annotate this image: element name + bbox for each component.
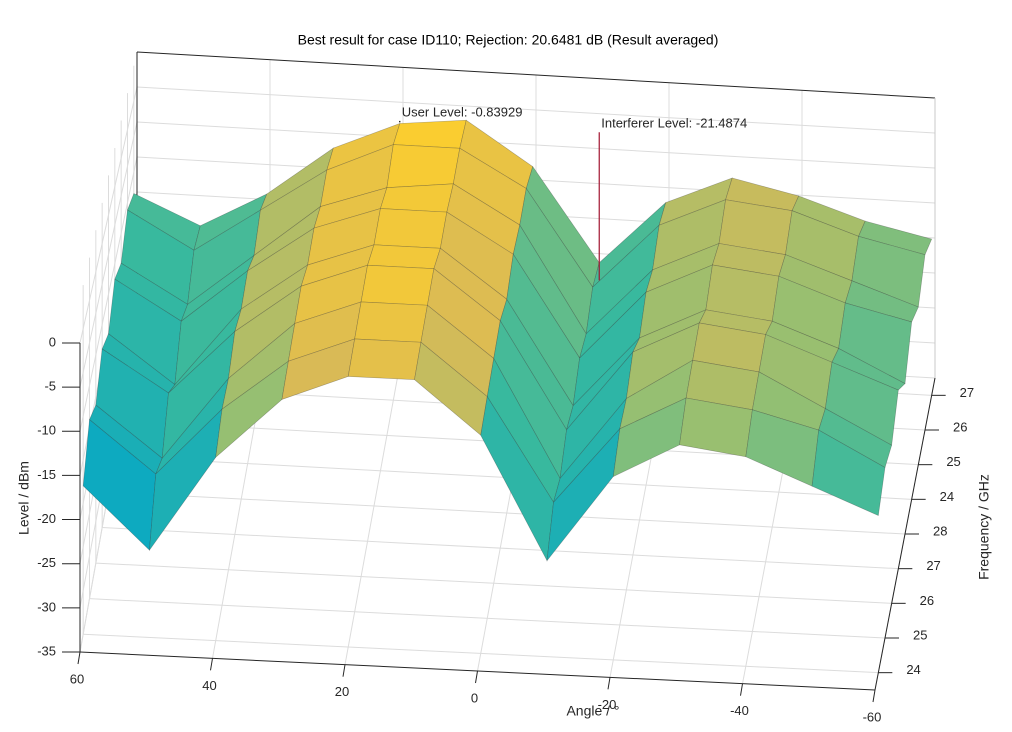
- z-tick-label: -10: [37, 423, 56, 438]
- surface-patch: [354, 301, 428, 343]
- x-tick-label: 0: [471, 690, 478, 705]
- surface-patch: [386, 144, 461, 189]
- z-tick-label: -35: [37, 643, 56, 658]
- x-tick-label: -40: [730, 703, 749, 718]
- x-tick-label: -60: [863, 709, 882, 724]
- y-tick-label: 27: [960, 385, 974, 400]
- x-tick: [77, 651, 81, 665]
- overlay: 0 -5 -10 -15 -20 -25 -30 -35 60 40 20 0 -20 -40 -60 24 2…: [37, 104, 974, 724]
- surface-patch: [373, 208, 448, 249]
- y-tick-label: 25: [946, 454, 960, 469]
- marker-label: Interferer Level: -21.4874: [601, 116, 747, 131]
- z-tick-label: -5: [44, 379, 56, 394]
- surface-patch: [347, 338, 422, 380]
- y-tick-label: 26: [920, 593, 934, 608]
- x-tick: [740, 683, 743, 696]
- box-edge: [136, 51, 936, 99]
- x-tick: [872, 689, 876, 703]
- surface: [82, 119, 933, 562]
- x-tick: [342, 664, 346, 677]
- x-axis-label: Angle / °: [566, 703, 619, 719]
- x-tick-label: 40: [202, 678, 216, 693]
- marker-label: User Level: -0.83929: [402, 104, 523, 119]
- surface-patch: [392, 119, 467, 149]
- z-tick-label: -25: [37, 555, 56, 570]
- grid-line: [108, 491, 906, 535]
- chart-title: Best result for case ID110; Rejection: 2…: [298, 32, 719, 48]
- y-tick-label: 27: [926, 558, 940, 573]
- y-axis-label: Frequency / GHz: [976, 474, 992, 580]
- z-axis-label: Level / dBm: [16, 461, 32, 535]
- surface-patch: [851, 235, 926, 308]
- grid-line: [83, 633, 879, 674]
- z-tick-label: 0: [49, 334, 56, 349]
- y-tick-label: 25: [913, 627, 927, 642]
- surface-patch: [831, 348, 906, 391]
- surface-patch: [380, 183, 454, 213]
- y-tick-label: 26: [953, 419, 967, 434]
- x-tick: [210, 658, 213, 671]
- z-tick-label: -15: [37, 467, 56, 482]
- axis-line: [79, 651, 876, 691]
- x-tick: [475, 670, 478, 684]
- y-tick-label: 24: [906, 662, 920, 677]
- y-tick-label: 24: [940, 489, 954, 504]
- surface-patch: [811, 429, 886, 516]
- grid-line: [89, 598, 886, 639]
- grid-line: [102, 527, 899, 570]
- grid-line: [95, 562, 892, 604]
- z-tick-label: -30: [37, 599, 56, 614]
- x-tick-label: -20: [598, 697, 617, 712]
- x-tick-label: 20: [335, 684, 349, 699]
- surface-patch: [360, 264, 435, 306]
- y-tick-label: 28: [933, 523, 947, 538]
- surface-patch: [367, 244, 441, 269]
- x-tick: [607, 677, 611, 690]
- x-tick-label: 60: [70, 671, 84, 686]
- z-tick-label: -20: [37, 511, 56, 526]
